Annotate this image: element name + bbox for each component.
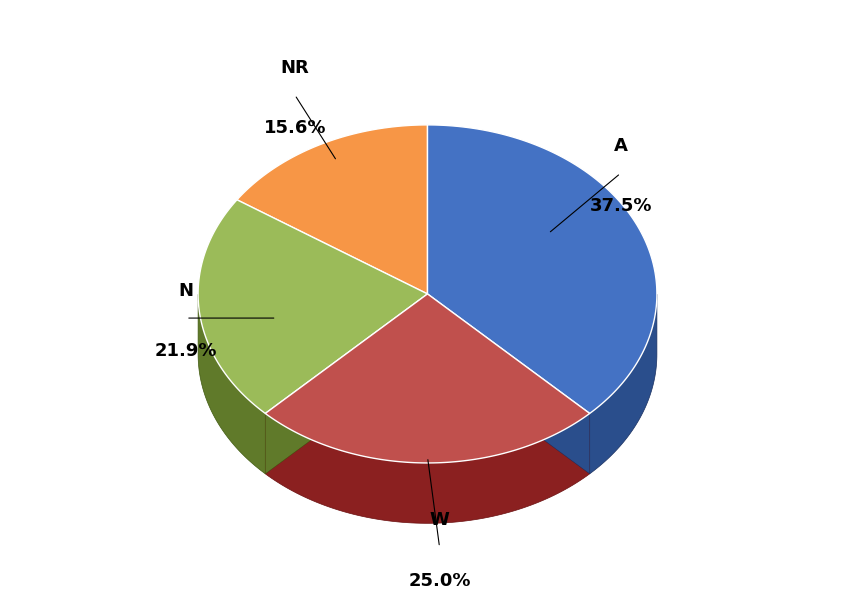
Polygon shape xyxy=(265,294,590,463)
Text: 15.6%: 15.6% xyxy=(263,119,326,137)
Polygon shape xyxy=(198,294,265,474)
Text: W: W xyxy=(429,512,450,529)
Text: 25.0%: 25.0% xyxy=(409,572,471,589)
Polygon shape xyxy=(265,414,590,523)
Text: 37.5%: 37.5% xyxy=(589,197,652,215)
Text: 21.9%: 21.9% xyxy=(155,342,217,360)
Polygon shape xyxy=(198,200,428,414)
Polygon shape xyxy=(265,294,428,474)
Polygon shape xyxy=(428,125,657,414)
Text: A: A xyxy=(614,137,628,155)
Text: N: N xyxy=(179,282,193,300)
Text: NR: NR xyxy=(280,59,309,76)
Polygon shape xyxy=(428,294,590,474)
Polygon shape xyxy=(590,294,657,474)
Polygon shape xyxy=(265,294,428,474)
Polygon shape xyxy=(428,294,590,474)
Polygon shape xyxy=(237,125,428,294)
